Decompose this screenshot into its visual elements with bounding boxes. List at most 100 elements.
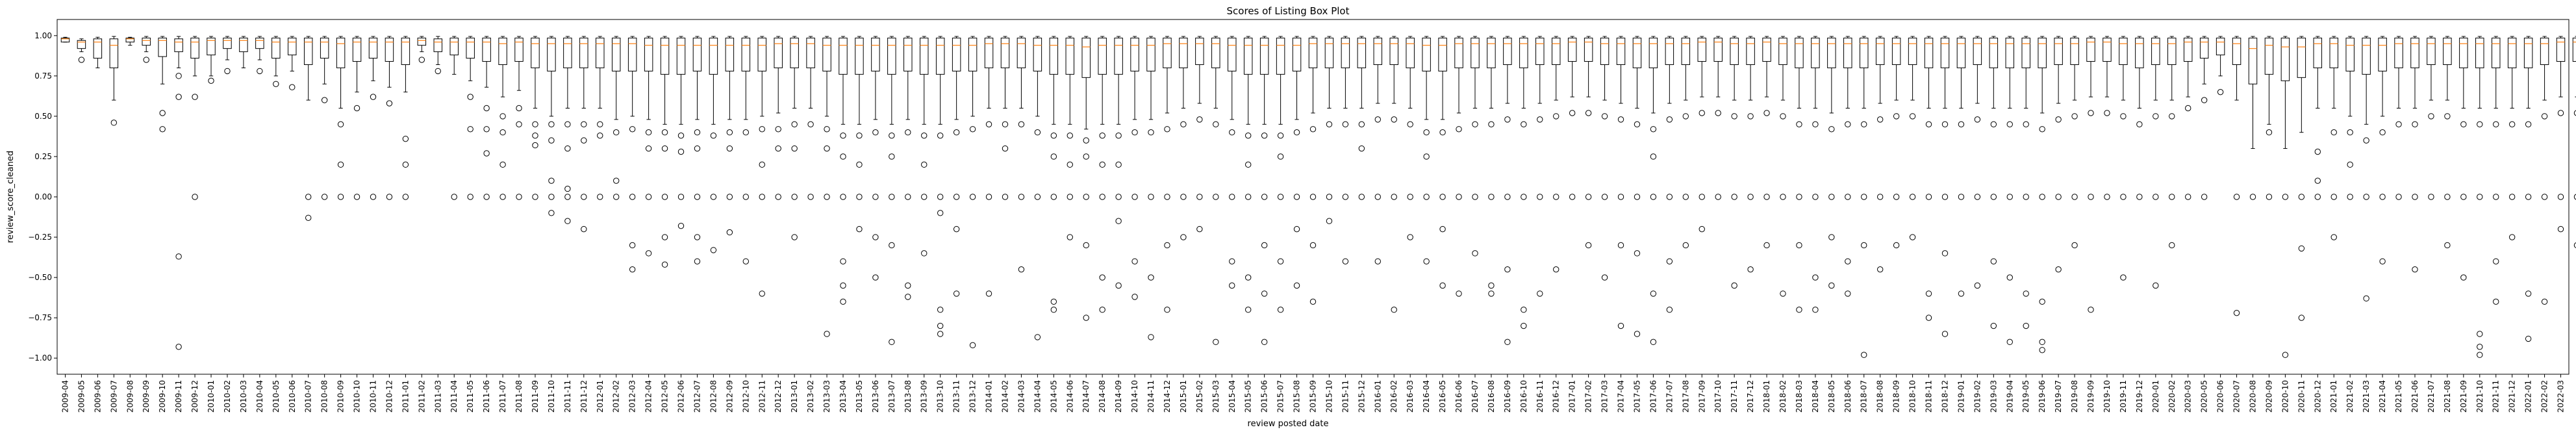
outlier-point bbox=[224, 68, 231, 75]
x-tick-label: 2014-01 bbox=[985, 380, 994, 413]
outlier-point bbox=[1861, 194, 1867, 200]
iqr-box bbox=[2572, 38, 2576, 62]
iqr-box bbox=[2021, 38, 2030, 68]
x-tick-label: 2013-03 bbox=[822, 380, 831, 413]
outlier-point bbox=[1229, 258, 1235, 264]
outlier-point bbox=[1941, 250, 1949, 257]
iqr-box bbox=[1454, 38, 1463, 68]
box-2015-05 bbox=[1243, 36, 1253, 313]
outlier-point bbox=[694, 234, 701, 240]
box-2010-01 bbox=[207, 36, 216, 84]
outlier-point bbox=[1229, 129, 1235, 136]
outlier-point bbox=[2298, 245, 2305, 252]
outlier-point bbox=[2039, 298, 2045, 305]
box-2011-06 bbox=[482, 36, 491, 200]
outlier-point bbox=[1374, 194, 1381, 200]
box-2016-08 bbox=[1487, 36, 1496, 297]
outlier-point bbox=[921, 250, 928, 257]
outlier-point bbox=[1682, 113, 1689, 120]
x-tick-label: 2013-05 bbox=[855, 380, 864, 413]
outlier-point bbox=[1941, 194, 1949, 200]
outlier-point bbox=[905, 294, 911, 300]
outlier-point bbox=[1941, 331, 1949, 337]
box-2016-10 bbox=[1519, 36, 1528, 329]
x-tick-label: 2017-09 bbox=[1697, 380, 1706, 413]
outlier-point bbox=[905, 129, 911, 136]
box-2017-02 bbox=[1584, 36, 1593, 249]
iqr-box bbox=[498, 38, 507, 65]
iqr-box bbox=[968, 38, 978, 71]
iqr-box bbox=[1908, 38, 1917, 65]
x-tick-label: 2018-06 bbox=[1843, 380, 1852, 413]
iqr-box bbox=[547, 38, 556, 71]
iqr-box bbox=[2151, 38, 2160, 65]
outlier-point bbox=[1034, 129, 1041, 136]
box-2015-08 bbox=[1292, 36, 1302, 289]
x-tick-label: 2015-01 bbox=[1179, 380, 1188, 413]
outlier-point bbox=[1650, 153, 1657, 160]
outlier-point bbox=[78, 57, 85, 63]
iqr-box bbox=[2540, 38, 2549, 65]
outlier-point bbox=[1050, 298, 1057, 305]
outlier-point bbox=[889, 242, 895, 249]
outlier-point bbox=[337, 121, 344, 128]
x-tick-label: 2016-06 bbox=[1454, 380, 1463, 413]
iqr-box bbox=[1324, 38, 1334, 68]
outlier-point bbox=[564, 218, 571, 224]
y-axis-label: review_score_cleaned bbox=[6, 151, 16, 243]
box-2011-03 bbox=[433, 36, 443, 75]
outlier-point bbox=[775, 194, 781, 200]
outlier-point bbox=[257, 68, 263, 75]
outlier-point bbox=[1909, 113, 1916, 120]
outlier-point bbox=[1731, 194, 1737, 200]
x-tick-label: 2015-12 bbox=[1357, 380, 1366, 413]
outlier-point bbox=[2525, 194, 2532, 200]
outlier-point bbox=[937, 322, 944, 329]
outlier-point bbox=[1018, 121, 1025, 128]
outlier-point bbox=[905, 282, 911, 289]
outlier-point bbox=[1423, 153, 1430, 160]
outlier-point bbox=[1828, 194, 1835, 200]
outlier-point bbox=[597, 132, 603, 139]
outlier-point bbox=[2039, 338, 2045, 346]
iqr-box bbox=[2216, 38, 2225, 56]
outlier-point bbox=[2266, 129, 2273, 136]
outlier-point bbox=[1115, 161, 1122, 168]
iqr-box bbox=[2054, 38, 2063, 65]
outlier-point bbox=[2508, 234, 2516, 240]
outlier-point bbox=[872, 129, 879, 136]
iqr-box bbox=[839, 38, 848, 75]
outlier-point bbox=[1229, 194, 1235, 200]
box-2013-10 bbox=[935, 36, 945, 337]
outlier-point bbox=[661, 194, 668, 200]
iqr-box bbox=[433, 38, 443, 53]
box-2014-12 bbox=[1163, 36, 1172, 313]
iqr-box bbox=[174, 38, 183, 53]
outlier-point bbox=[1358, 194, 1365, 200]
box-2019-12 bbox=[2135, 36, 2144, 200]
outlier-point bbox=[1456, 290, 1462, 297]
box-2016-04 bbox=[1422, 36, 1431, 264]
x-tick-label: 2021-08 bbox=[2443, 380, 2452, 413]
x-tick-label: 2013-04 bbox=[839, 380, 848, 413]
outlier-point bbox=[1342, 121, 1349, 128]
x-tick-label: 2020-11 bbox=[2297, 380, 2306, 413]
iqr-box bbox=[1697, 38, 1706, 62]
outlier-point bbox=[1326, 121, 1333, 128]
x-tick-label: 2017-11 bbox=[1730, 380, 1739, 413]
outlier-point bbox=[661, 261, 668, 268]
outlier-point bbox=[370, 194, 377, 200]
outlier-point bbox=[2428, 113, 2434, 120]
iqr-box bbox=[741, 38, 751, 71]
outlier-point bbox=[1876, 194, 1884, 200]
outlier-point bbox=[1472, 194, 1478, 200]
iqr-box bbox=[158, 38, 167, 57]
outlier-point bbox=[1521, 322, 1527, 329]
iqr-box bbox=[1373, 38, 1383, 65]
x-tick-label: 2012-07 bbox=[692, 380, 701, 413]
iqr-box bbox=[1438, 38, 1447, 71]
box-2022-03 bbox=[2556, 36, 2566, 233]
box-2012-12 bbox=[774, 36, 783, 200]
outlier-point bbox=[353, 105, 360, 112]
box-2022-01 bbox=[2523, 36, 2533, 342]
